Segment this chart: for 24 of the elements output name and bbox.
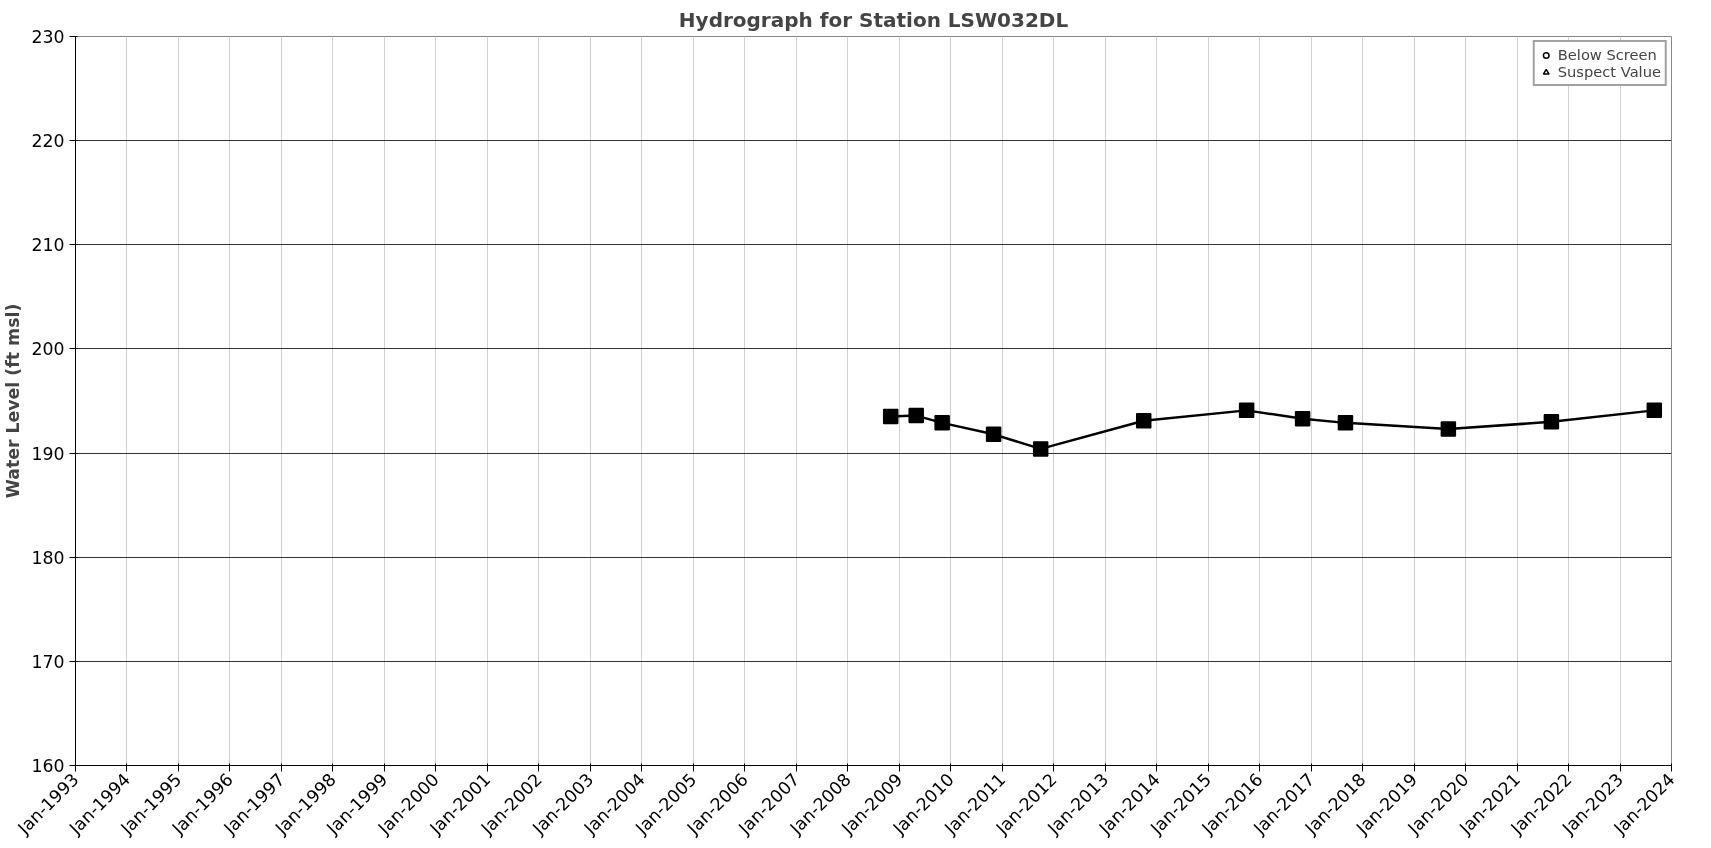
- point: [1337, 415, 1354, 431]
- chart-title: Hydrograph for Station LSW032DL: [678, 7, 1069, 32]
- y-tick-label: 190: [31, 443, 65, 464]
- legend-label: Suspect Value: [1557, 63, 1661, 80]
- point: [1135, 413, 1152, 429]
- point: [1238, 402, 1255, 419]
- point: [908, 407, 924, 424]
- point: [1646, 402, 1663, 419]
- y-tick-label: 210: [31, 235, 65, 256]
- y-tick-label: 230: [31, 27, 65, 47]
- y-tick-label: 170: [31, 651, 65, 672]
- point: [934, 415, 950, 431]
- y-tick-label: 220: [31, 131, 65, 152]
- y-axis-title: Water Level (ft msl): [3, 303, 24, 499]
- y-tick-label: 160: [31, 756, 65, 776]
- point: [1440, 421, 1457, 437]
- point: [1543, 414, 1560, 430]
- point: [985, 426, 1002, 443]
- y-tick-label: 200: [31, 339, 65, 360]
- y-tick-label: 180: [31, 547, 65, 568]
- legend-label: Below Screen: [1557, 46, 1657, 63]
- point: [882, 408, 899, 425]
- point: [1032, 441, 1049, 457]
- point: [1294, 410, 1311, 427]
